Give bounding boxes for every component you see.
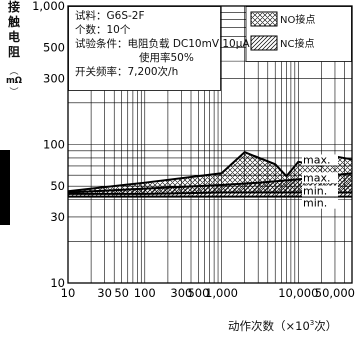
annotation-bg: [302, 185, 338, 197]
plot-frame: [67, 5, 353, 284]
y-tick-label: 500: [43, 41, 65, 55]
y-unit-paren-close: ︶: [9, 88, 19, 98]
x-tick-label: 10: [61, 286, 76, 300]
x-axis-label: 动作次数（×103次）: [228, 319, 338, 333]
edge-decoration: [0, 150, 10, 225]
x-tick-label: 500: [187, 286, 209, 300]
info-line: 使用率50%: [139, 52, 194, 64]
x-tick-label: 100: [134, 286, 156, 300]
y-axis-unit: mΩ: [5, 76, 23, 86]
legend-label-no: NO接点: [280, 15, 316, 26]
test-conditions: 试料：G6S-2F 个数：10个 试验条件：电阻负载 DC10mV 10μA 使…: [75, 9, 250, 79]
annotation-bg: [302, 197, 338, 209]
annotation-label: max.: [303, 171, 330, 184]
annotation-bg: [302, 172, 338, 184]
x-tick-label: 300: [170, 286, 192, 300]
x-tick-label: 50: [114, 286, 129, 300]
y-axis-label-char: 阻: [7, 45, 20, 59]
y-tick-label: 300: [43, 71, 65, 85]
x-tick-label: 10,000: [278, 286, 318, 300]
annotation-bg: [302, 154, 338, 166]
y-tick-label: 1,000: [32, 0, 65, 13]
y-axis-label-char: 接: [7, 0, 20, 14]
y-tick-label: 100: [43, 138, 65, 152]
x-tick-label: 50,000: [315, 286, 355, 300]
x-tick-label: 1,000: [205, 286, 238, 300]
legend-swatch-nc: [250, 35, 278, 51]
legend-swatch-no: [250, 11, 278, 27]
annotation-label: min.: [303, 185, 327, 198]
info-line: 试验条件：电阻负载 DC10mV 10μA: [75, 38, 250, 50]
y-tick-label: 10: [50, 276, 65, 290]
nc-contact-band: [68, 173, 352, 197]
info-box-background: [68, 6, 221, 91]
y-tick-label: 50: [50, 179, 65, 193]
annotation-label: min.: [303, 197, 327, 210]
y-unit-paren-open: ︵: [9, 67, 19, 77]
legend-label-nc: NC接点: [280, 39, 315, 50]
x-tick-label: 30: [97, 286, 112, 300]
annotation-label: max.: [303, 153, 330, 166]
y-axis-label-char: 电: [7, 30, 20, 44]
info-line: 开关频率：7,200次/h: [75, 66, 179, 78]
info-line: 个数：10个: [75, 24, 131, 36]
info-line: 试料：G6S-2F: [75, 10, 145, 22]
y-tick-label: 30: [50, 210, 65, 224]
y-axis-label-char: 触: [7, 15, 20, 29]
